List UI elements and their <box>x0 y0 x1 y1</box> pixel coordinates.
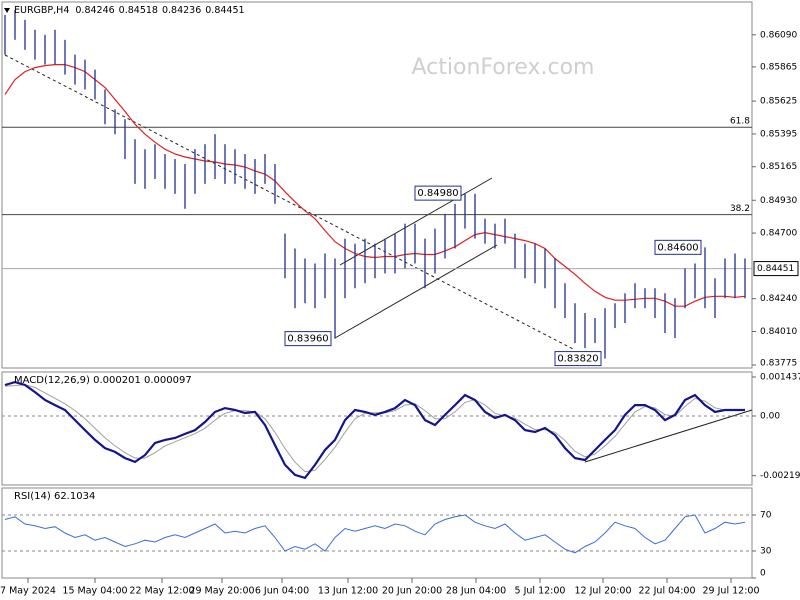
y-tick-label: 70 <box>760 511 772 521</box>
x-tick-label: 22 May 12:00 <box>129 586 194 597</box>
y-tick-label: -0.002197 <box>760 471 800 481</box>
y-tick-label: 0 <box>760 569 766 579</box>
macd-signal <box>4 384 746 473</box>
header: EURGBP,H4 0.84246 0.84518 0.84236 0.84451 <box>14 5 245 16</box>
channel-lower <box>334 244 498 339</box>
x-tick-label: 28 Jun 04:00 <box>446 586 506 597</box>
y-tick-label: 30 <box>760 547 772 557</box>
y-tick-label: 0.84700 <box>760 229 797 239</box>
annotation-label: 0.83820 <box>557 354 598 365</box>
y-tick-label: 0.84240 <box>760 294 797 304</box>
fib-label: 61.8 <box>730 117 750 127</box>
y-tick-label: 0.001437 <box>760 373 800 383</box>
annotation-label: 0.84980 <box>417 188 458 199</box>
annotation-label: 0.83960 <box>287 334 328 345</box>
x-tick-label: 5 Jul 12:00 <box>515 586 566 597</box>
symbol: EURGBP,H4 <box>14 5 69 16</box>
rsi-line <box>4 514 746 554</box>
last-price-label: 0.84451 <box>757 264 794 274</box>
x-tick-label: 13 Jun 12:00 <box>318 586 378 597</box>
x-tick-label: 7 May 2024 <box>0 586 56 597</box>
macd-panel <box>1 371 753 486</box>
y-tick-label: 0.86090 <box>760 30 797 40</box>
panel-title: RSI(14) 62.1034 <box>14 491 95 502</box>
x-tick-label: 22 Jul 04:00 <box>639 586 696 597</box>
panel-title: MACD(12,26,9) 0.000201 0.000097 <box>14 375 192 386</box>
y-tick-label: 0.85865 <box>760 62 797 72</box>
annotation-box <box>284 331 332 347</box>
y-tick-label: 0.85395 <box>760 129 797 139</box>
ohlc-value: 0.84451 <box>205 5 244 16</box>
y-tick-label: 0.85165 <box>760 162 797 172</box>
fib-label: 38.2 <box>730 204 750 214</box>
watermark: ActionForex.com <box>412 55 595 80</box>
annotation-label: 0.84600 <box>657 242 698 253</box>
ohlc-value: 0.84518 <box>119 5 158 16</box>
y-tick-label: 0.84010 <box>760 327 797 337</box>
macd-trend-line <box>584 409 753 463</box>
x-tick-label: 12 Jul 20:00 <box>575 586 632 597</box>
annotation-box <box>654 239 702 255</box>
y-tick-label: 0.83775 <box>760 359 797 369</box>
ohlc-value: 0.84236 <box>162 5 201 16</box>
x-tick-label: 15 May 04:00 <box>62 586 127 597</box>
annotation-box <box>414 185 462 201</box>
annotation-box <box>554 351 602 367</box>
price-panel <box>1 1 753 369</box>
x-tick-label: 20 Jun 20:00 <box>382 586 442 597</box>
rsi-panel <box>1 487 753 579</box>
y-tick-label: 0.84930 <box>760 196 797 206</box>
x-tick-label: 29 May 20:00 <box>189 586 254 597</box>
x-tick-label: 6 Jun 04:00 <box>255 586 309 597</box>
y-tick-label: 0.00 <box>760 412 780 422</box>
last-price-box <box>753 261 799 277</box>
macd-line <box>4 380 745 480</box>
x-tick-label: 29 Jul 12:00 <box>703 586 760 597</box>
y-tick-label: 0.85625 <box>760 97 797 107</box>
ohlc-value: 0.84246 <box>75 5 114 16</box>
symbol-marker <box>4 8 10 13</box>
trend-line <box>4 54 576 351</box>
